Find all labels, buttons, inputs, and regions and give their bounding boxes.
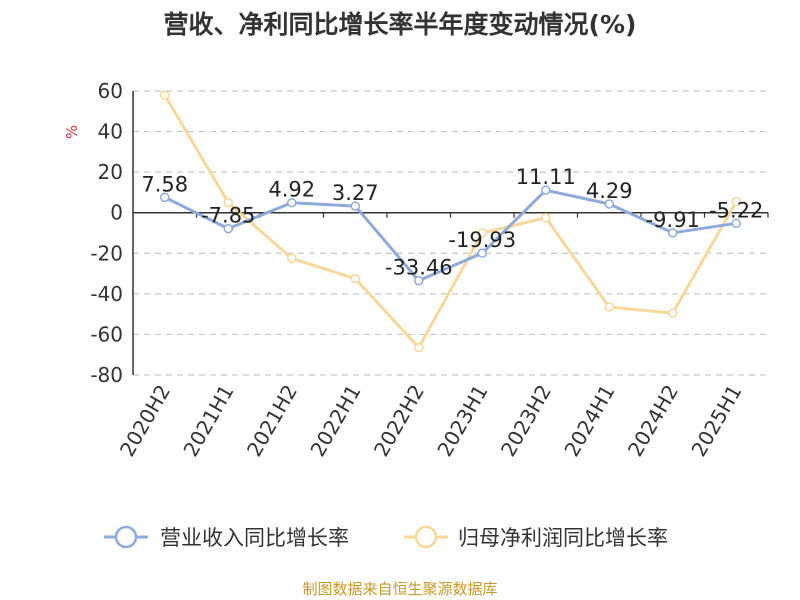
legend-item-0[interactable]: 营业收入同比增长率	[104, 526, 349, 550]
legend: 营业收入同比增长率 归母净利润同比增长率	[104, 526, 668, 550]
data-source: 制图数据来自恒生聚源数据库	[302, 580, 497, 598]
data-label: 3.27	[332, 181, 379, 205]
data-label: -19.93	[448, 228, 516, 252]
x-tick-label: 2021H1	[178, 381, 238, 461]
chart-title: 营收、净利同比增长率半年度变动情况(%)	[164, 10, 637, 39]
legend-label: 营业收入同比增长率	[160, 526, 349, 550]
x-axis-ticks: 2020H2 2021H1 2021H2 2022H1 2022H2 2023H1 2023…	[115, 381, 747, 461]
y-axis-unit: %	[63, 125, 81, 139]
data-point[interactable]	[161, 91, 169, 99]
x-tick-label: 2025H1	[686, 381, 746, 461]
y-tick-label: 20	[98, 160, 123, 184]
x-tick-label: 2024H2	[623, 381, 683, 461]
y-tick-label: -80	[90, 363, 123, 387]
legend-marker	[416, 527, 436, 547]
data-label: -5.22	[709, 198, 763, 222]
y-tick-label: 0	[110, 201, 123, 225]
data-point[interactable]	[669, 309, 677, 317]
x-tick-label: 2023H1	[432, 381, 492, 461]
data-point[interactable]	[605, 303, 613, 311]
x-tick-label: 2023H2	[496, 381, 556, 461]
data-label: -9.91	[646, 208, 700, 232]
y-tick-label: 60	[98, 79, 123, 103]
y-tick-label: 40	[98, 120, 123, 144]
data-label: 11.11	[516, 165, 576, 189]
x-tick-label: 2022H2	[369, 381, 429, 461]
x-tick-label: 2020H2	[115, 381, 175, 461]
x-tick-label: 2022H1	[305, 381, 365, 461]
x-tick-label: 2021H2	[242, 381, 302, 461]
series-group: 7.58 -7.85 4.92 3.27 -33.46 -19.93 11.11 4.29 -9…	[141, 91, 763, 352]
data-point[interactable]	[351, 275, 359, 283]
x-tick-label: 2024H1	[559, 381, 619, 461]
y-tick-label: -60	[90, 322, 123, 346]
data-point[interactable]	[415, 344, 423, 352]
legend-item-1[interactable]: 归母净利润同比增长率	[404, 526, 668, 550]
legend-marker	[116, 527, 136, 547]
data-label: 7.58	[141, 172, 188, 196]
y-tick-label: -40	[90, 282, 123, 306]
data-point[interactable]	[288, 254, 296, 262]
data-point[interactable]	[542, 214, 550, 222]
data-label: 4.92	[268, 178, 315, 202]
y-axis-ticks: 60 40 20 0 -20 -40 -60 -80	[90, 79, 123, 387]
data-label: -33.46	[385, 256, 453, 280]
y-tick-label: -20	[90, 241, 123, 265]
data-label: 4.29	[586, 179, 633, 203]
data-label: -7.85	[201, 204, 255, 228]
legend-label: 归母净利润同比增长率	[458, 526, 668, 550]
